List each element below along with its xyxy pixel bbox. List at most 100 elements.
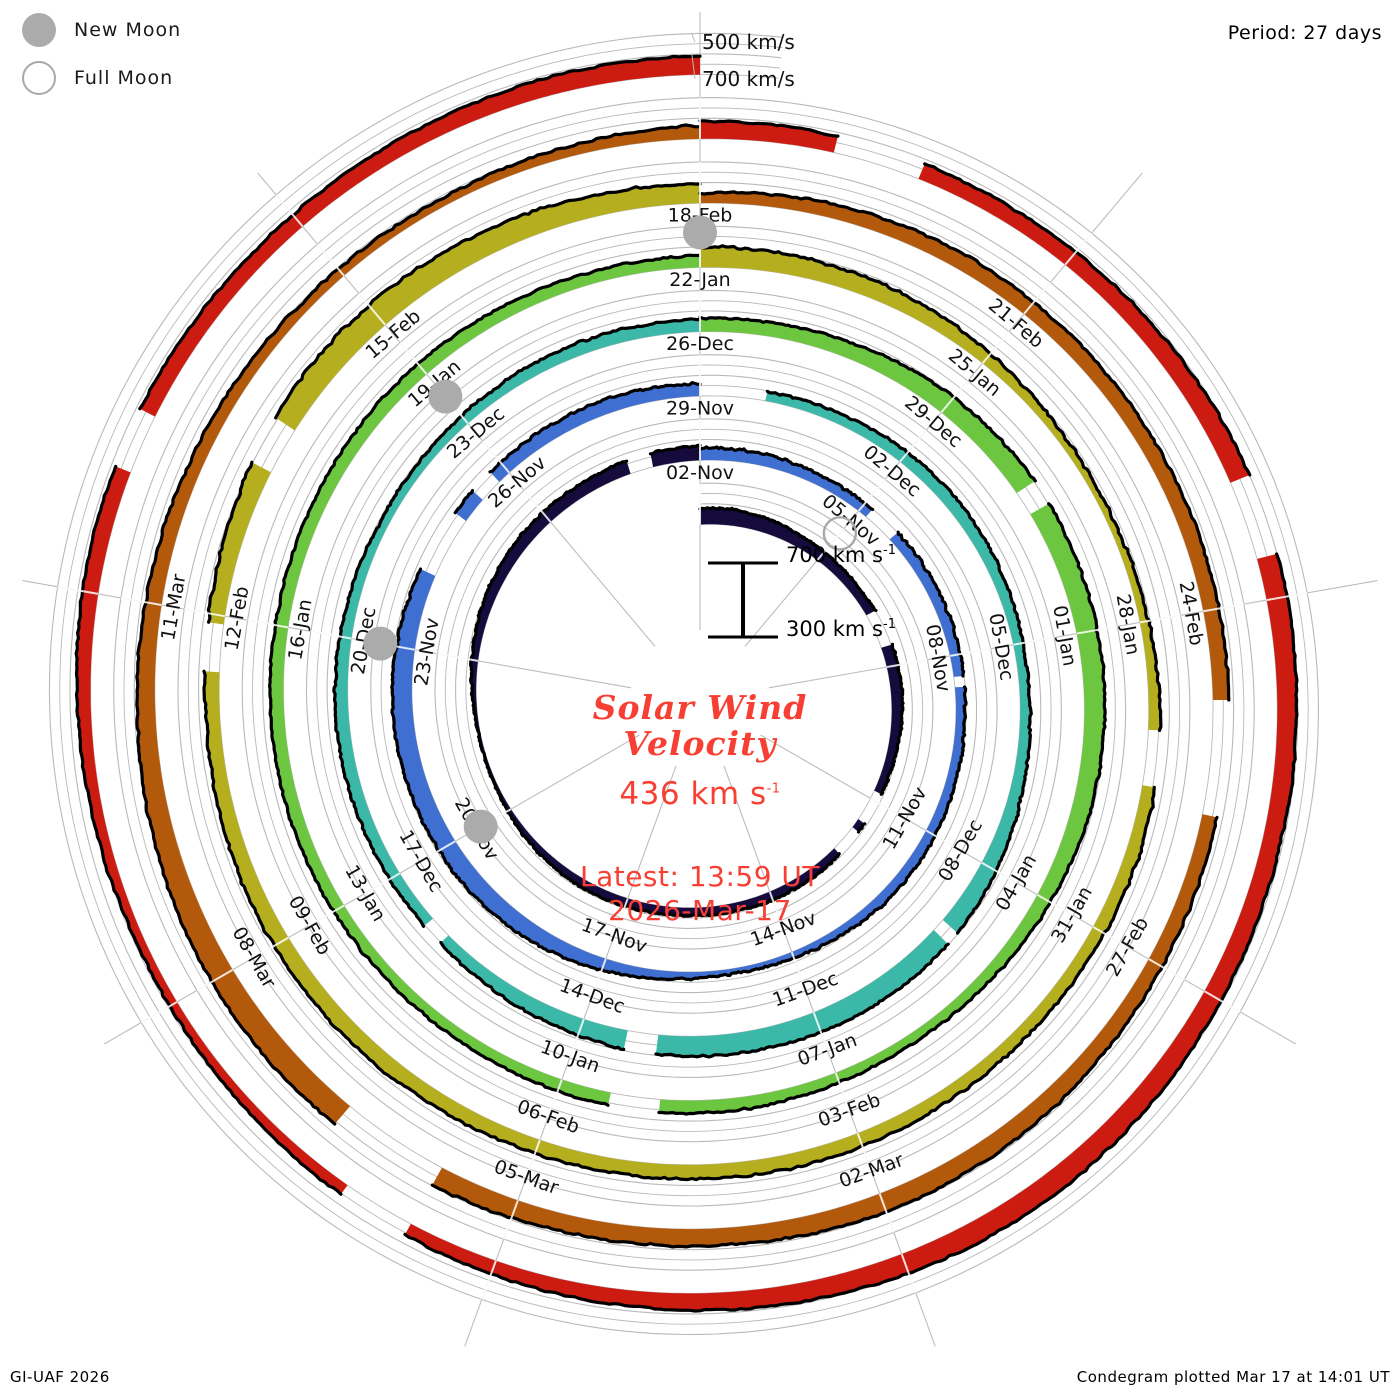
day-tick-marks — [57, 97, 1308, 1300]
spoke-4 — [723, 765, 936, 1347]
velocity-trace-ring3-seg1 — [657, 502, 1107, 1116]
day-tick — [1092, 926, 1130, 949]
velocity-trace-ring4-seg3 — [274, 182, 702, 420]
velocity-trace-ring4-seg0 — [698, 244, 1163, 732]
velocity-trace-ring5-seg0 — [698, 190, 1231, 702]
new-moon-marker — [363, 626, 398, 661]
date-label: 05-Mar — [491, 1156, 562, 1200]
day-tick — [1203, 603, 1245, 613]
velocity-band-ring3-seg0 — [700, 317, 1036, 493]
velocity-trace-ring1-seg0 — [698, 445, 875, 511]
velocity-trace-ring2-seg3 — [332, 317, 702, 928]
day-tick — [502, 1200, 519, 1240]
velocity-trace-ring2-seg0 — [765, 389, 1033, 935]
velocity-bands — [74, 54, 1299, 1313]
velocity-band-ring6-seg1 — [918, 163, 1250, 483]
svg-text:22-Jan: 22-Jan — [669, 269, 730, 291]
velocity-band-ring1-seg4 — [490, 382, 700, 482]
day-tick — [768, 891, 785, 931]
legend-item-full-moon: Full Moon — [22, 54, 181, 102]
day-tick — [1013, 636, 1055, 646]
day-tick — [120, 596, 162, 607]
velocity-band-ring5-seg1 — [432, 814, 1217, 1247]
velocity-trace-ring6-seg2 — [403, 552, 1299, 1313]
date-label: 22-Jan — [669, 269, 730, 291]
day-tick — [523, 489, 552, 523]
day-tick — [363, 872, 401, 895]
svg-text:14-Dec: 14-Dec — [557, 974, 628, 1018]
center-title-group: Solar Wind Velocity 436 km s-1 Latest: 1… — [510, 690, 890, 928]
day-tick — [856, 1132, 873, 1173]
svg-text:05-Mar: 05-Mar — [491, 1156, 562, 1200]
day-tick — [399, 341, 428, 375]
svg-text:26-Dec: 26-Dec — [666, 333, 734, 355]
velocity-trace-ring0-seg2 — [856, 822, 867, 834]
velocity-trace-ring6-seg0 — [698, 119, 840, 138]
velocity-trace-ring1-seg2 — [390, 567, 968, 982]
day-tick — [1076, 625, 1118, 635]
latest-time: Latest: 13:59 UT — [579, 860, 821, 893]
day-tick — [900, 1253, 917, 1294]
legend-label-full-moon: Full Moon — [74, 67, 174, 89]
velocity-trace-ring3-seg2 — [268, 253, 702, 1107]
velocity-band-ring0-seg4 — [650, 445, 700, 467]
day-tick — [899, 429, 928, 463]
velocity-band-ring1-seg1 — [889, 532, 964, 677]
day-tick — [310, 630, 352, 640]
velocity-band-ring4-seg3 — [275, 183, 700, 431]
day-tick — [816, 527, 845, 561]
velocity-trace-ring5-seg1 — [430, 815, 1219, 1249]
svg-text:02-Mar: 02-Mar — [836, 1149, 907, 1193]
day-tick — [184, 608, 225, 618]
latest-date: 2026-Mar-17 — [608, 894, 792, 927]
velocity-band-ring0-seg2 — [852, 819, 865, 832]
day-tick — [886, 658, 928, 669]
day-tick — [1204, 990, 1241, 1013]
scale-high-label: 700 km s-1 — [786, 543, 896, 567]
velocity-trace-ring3-seg0 — [698, 315, 1037, 483]
day-tick — [1064, 232, 1093, 266]
latest-timestamp: Latest: 13:59 UT 2026-Mar-17 — [510, 860, 890, 928]
day-tick — [252, 936, 289, 960]
velocity-trace-ring6-seg4 — [138, 54, 702, 411]
day-tick — [1148, 958, 1185, 981]
velocity-scale-bar: 700 km s-1 300 km s-1 — [668, 543, 998, 665]
velocity-trace-ring2-seg2 — [439, 940, 626, 1051]
velocity-band-ring6-seg3 — [76, 466, 348, 1195]
scale-low-label: 300 km s-1 — [786, 617, 896, 641]
new-moon-marker — [463, 809, 498, 844]
velocity-trace-ring1-seg3 — [453, 489, 475, 515]
day-tick — [1266, 591, 1308, 602]
moon-phase-legend: New Moon Full Moon — [22, 6, 181, 102]
day-tick — [790, 951, 807, 992]
day-tick — [1037, 893, 1074, 917]
day-tick — [358, 292, 386, 326]
day-tick — [1023, 281, 1052, 315]
moon-markers — [363, 215, 858, 844]
day-tick — [834, 1072, 851, 1112]
outer-gridline-callouts: 700 km/s 500 km/s — [691, 30, 795, 91]
new-moon-marker — [683, 215, 717, 250]
date-label: 02-Mar — [836, 1149, 907, 1193]
day-tick — [140, 1001, 178, 1024]
new-moon-marker — [428, 379, 463, 414]
velocity-trace-ring0-seg3 — [469, 459, 841, 918]
velocity-trace-ring4-seg1 — [202, 669, 1156, 1182]
day-tick — [878, 1193, 895, 1233]
date-label: 02-Nov — [666, 462, 734, 484]
velocity-band-ring4-seg2 — [208, 462, 271, 625]
day-tick — [437, 652, 479, 662]
day-tick — [480, 1260, 497, 1300]
callout-label-700: 500 km/s — [702, 30, 795, 54]
legend-label-new-moon: New Moon — [74, 19, 182, 41]
velocity-band-ring1-seg3 — [455, 490, 483, 521]
day-tick — [568, 1018, 585, 1059]
full-moon-icon — [22, 61, 56, 95]
day-tick — [940, 380, 969, 414]
footer-credit: GI-UAF 2026 — [10, 1368, 110, 1386]
day-tick — [949, 647, 991, 657]
gridline-700 — [48, 32, 1319, 1336]
velocity-trace-ring6-seg3 — [74, 464, 343, 1196]
day-tick — [307, 904, 345, 928]
